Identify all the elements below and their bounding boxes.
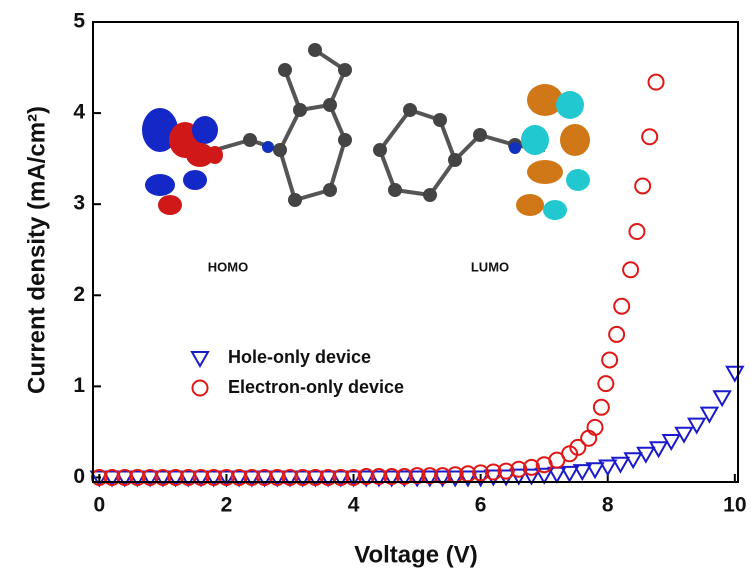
legend-marker bbox=[193, 381, 208, 396]
y-tick-label: 0 bbox=[73, 465, 85, 488]
x-tick-label: 10 bbox=[723, 494, 746, 517]
chart: HOMO LUMO Voltage (V) Current density (m… bbox=[0, 0, 751, 576]
legend-label: Electron-only device bbox=[228, 377, 404, 397]
x-tick-label: 0 bbox=[94, 494, 106, 517]
data-point bbox=[581, 431, 596, 446]
y-tick-label: 2 bbox=[73, 283, 85, 306]
homo-orbital-image bbox=[142, 43, 352, 215]
data-point bbox=[598, 376, 613, 391]
data-point bbox=[629, 224, 644, 239]
data-point bbox=[602, 352, 617, 367]
data-point bbox=[727, 367, 743, 381]
x-tick-label: 2 bbox=[221, 494, 233, 517]
annotation: HOMO bbox=[208, 259, 248, 274]
data-point bbox=[714, 391, 730, 405]
y-tick-label: 3 bbox=[73, 192, 85, 215]
y-tick-label: 1 bbox=[73, 374, 85, 397]
x-tick-label: 8 bbox=[602, 494, 614, 517]
x-tick-label: 4 bbox=[348, 494, 360, 517]
legend-marker bbox=[192, 352, 208, 366]
data-point bbox=[614, 299, 629, 314]
plot-frame bbox=[93, 22, 738, 482]
data-point bbox=[635, 178, 650, 193]
x-axis-title: Voltage (V) bbox=[354, 541, 478, 568]
x-tick-label: 6 bbox=[475, 494, 487, 517]
data-point bbox=[642, 129, 657, 144]
data-point bbox=[649, 75, 664, 90]
legend-label: Hole-only device bbox=[228, 347, 371, 367]
y-axis-title: Current density (mA/cm²) bbox=[23, 106, 50, 394]
annotation: LUMO bbox=[471, 259, 509, 274]
data-point bbox=[609, 327, 624, 342]
y-tick-label: 5 bbox=[73, 10, 85, 33]
data-point bbox=[588, 420, 603, 435]
data-point bbox=[623, 262, 638, 277]
lumo-orbital-image bbox=[373, 84, 590, 220]
data-point bbox=[594, 400, 609, 415]
y-tick-label: 4 bbox=[73, 101, 85, 124]
